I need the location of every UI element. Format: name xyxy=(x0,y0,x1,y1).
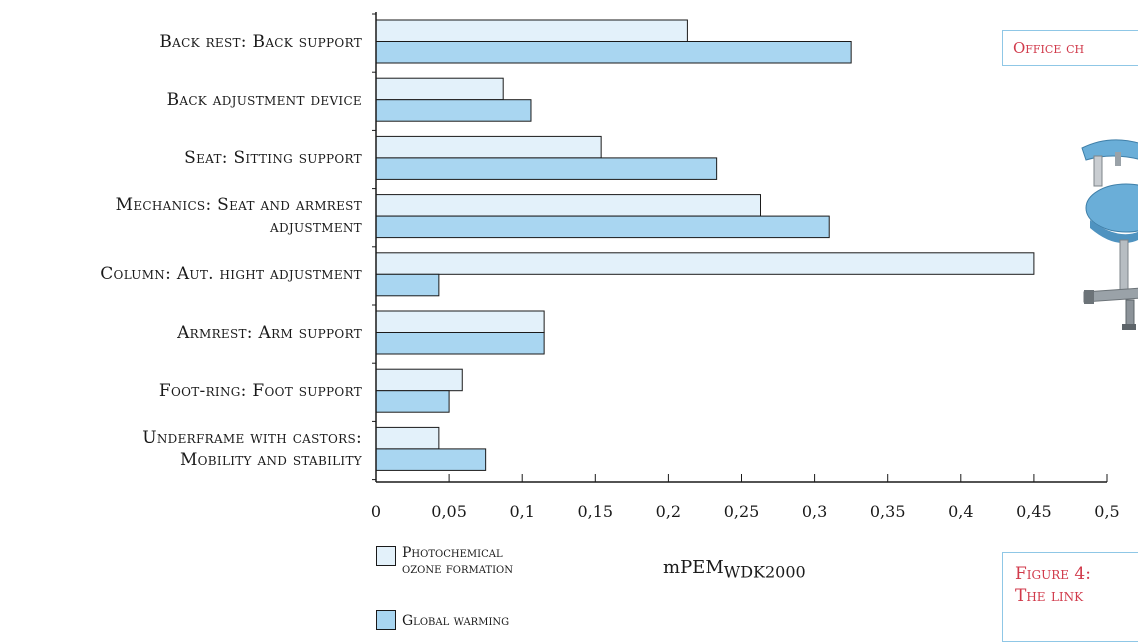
bar-global-warming-4 xyxy=(375,273,440,297)
category-label: Back rest: Back support xyxy=(159,31,362,52)
x-tick-label: 0,35 xyxy=(869,502,906,521)
bar-photochemical-3 xyxy=(375,194,762,217)
legend-label: Global warming xyxy=(402,613,510,629)
category-label: Foot-ring: Foot support xyxy=(158,380,362,401)
x-tick-label: 0,5 xyxy=(1094,502,1120,521)
category-label: Back adjustment device xyxy=(166,89,362,110)
x-tick-label: 0,3 xyxy=(801,502,828,521)
figure-caption-line1: Figure 4: xyxy=(1015,564,1091,584)
side-caption-box: Office ch xyxy=(1002,30,1138,66)
x-tick-label: 0,15 xyxy=(577,502,614,521)
x-tick-label: 0,45 xyxy=(1016,502,1052,521)
category-label: Column: Aut. hight adjustment xyxy=(100,264,362,285)
bar-photochemical-0 xyxy=(375,19,688,42)
bar-photochemical-5 xyxy=(375,310,545,333)
x-tick-label: 0 xyxy=(370,502,382,521)
bar-photochemical-6 xyxy=(375,368,463,392)
x-tick-label: 0,05 xyxy=(431,502,467,521)
figure-caption-box: Figure 4: The link xyxy=(1002,552,1138,642)
legend-swatch xyxy=(376,610,396,630)
bar-global-warming-1 xyxy=(375,99,532,122)
x-axis-unit: mPEMWDK2000 xyxy=(663,557,806,582)
bar-global-warming-7 xyxy=(375,448,487,471)
legend-swatch xyxy=(376,546,396,566)
category-label: Mechanics: Seat and armrest adjustment xyxy=(115,195,362,238)
bar-photochemical-1 xyxy=(375,77,504,101)
bar-photochemical-4 xyxy=(375,252,1035,275)
x-tick-label: 0,2 xyxy=(655,502,682,521)
category-label: Underframe with castors: Mobility and sta… xyxy=(142,427,362,470)
x-tick-label: 0,4 xyxy=(948,502,974,521)
bar-photochemical-2 xyxy=(375,135,602,159)
x-tick-label: 0,25 xyxy=(723,502,760,521)
category-label: Armrest: Arm support xyxy=(177,322,362,343)
side-caption-text: Office ch xyxy=(1013,39,1085,57)
x-tick-label: 0,1 xyxy=(509,502,535,521)
bar-global-warming-2 xyxy=(375,157,718,180)
bar-photochemical-7 xyxy=(375,426,440,450)
figure-caption-line2: The link xyxy=(1015,586,1084,606)
legend-label: Photochemical ozone formation xyxy=(402,545,513,577)
bar-global-warming-5 xyxy=(375,332,545,355)
office-chair-illustration xyxy=(1081,139,1138,330)
category-label: Seat: Sitting support xyxy=(184,147,362,168)
bar-global-warming-6 xyxy=(375,390,450,413)
bar-global-warming-0 xyxy=(375,41,852,64)
bar-global-warming-3 xyxy=(375,215,830,239)
